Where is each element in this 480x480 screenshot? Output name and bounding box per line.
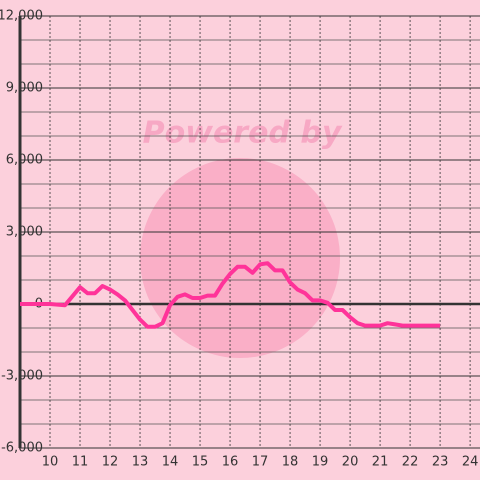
y-tick-label: -3,000 [1, 369, 43, 384]
y-tick-label: 6,000 [6, 153, 43, 168]
x-tick-label: 10 [42, 455, 59, 470]
y-tick-label: 9,000 [6, 81, 43, 96]
x-tick-label: 16 [222, 455, 239, 470]
x-tick-label: 21 [372, 455, 389, 470]
x-tick-label: 12 [102, 455, 119, 470]
x-tick-label: 22 [402, 455, 419, 470]
x-tick-label: 14 [162, 455, 179, 470]
x-tick-label: 15 [192, 455, 209, 470]
line-series [20, 261, 441, 329]
x-tick-label: 23 [432, 455, 449, 470]
y-tick-label: 3,000 [6, 225, 43, 240]
x-tick-label: 17 [252, 455, 269, 470]
x-tick-label: 24 [462, 455, 479, 470]
x-tick-label: 13 [132, 455, 149, 470]
x-tick-label: 11 [72, 455, 89, 470]
x-tick-label: 20 [342, 455, 359, 470]
watermark: Powered by [143, 116, 343, 151]
y-tick-label: -6,000 [1, 441, 43, 456]
x-tick-label: 18 [282, 455, 299, 470]
x-tick-label: 19 [312, 455, 329, 470]
